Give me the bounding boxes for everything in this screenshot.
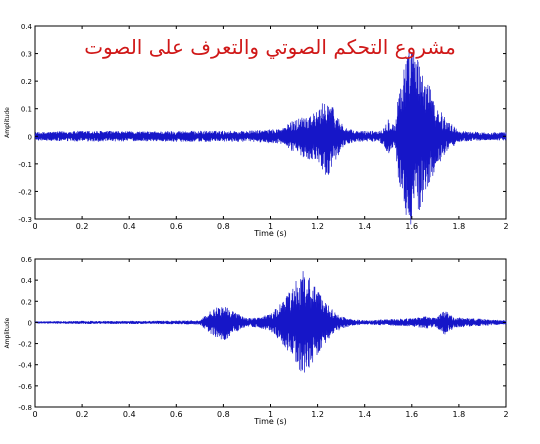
y-tick-label: 0.2 [21, 78, 32, 86]
x-tick-label: 0.2 [76, 410, 89, 419]
y-tick-label: 0.1 [21, 106, 32, 114]
x-tick-label: 0.8 [217, 222, 230, 231]
y-tick-label: -0.6 [18, 383, 32, 391]
x-tick-label: 0.8 [217, 410, 230, 419]
y-tick-label: -0.2 [18, 341, 32, 349]
y-tick-label: -0.3 [18, 216, 32, 224]
waveform-line [34, 49, 507, 225]
x-axis-label: Time (s) [253, 229, 287, 238]
x-tick-label: 0.4 [123, 410, 136, 419]
x-tick-label: 2 [503, 222, 508, 231]
y-axis-label: Amplitude [4, 317, 11, 348]
waveform-line [34, 271, 507, 373]
y-tick-label: 0.2 [21, 298, 32, 306]
plot-frame [34, 258, 507, 408]
x-tick-label: 1 [268, 410, 273, 419]
x-tick-label: 0 [32, 410, 37, 419]
figure-title: مشروع التحكم الصوتي والتعرف على الصوت [84, 35, 456, 59]
y-tick-label: 0.4 [21, 277, 33, 285]
x-tick-label: 1.6 [405, 222, 418, 231]
x-tick-label: 1.4 [358, 410, 371, 419]
y-tick-label: 0.3 [21, 51, 32, 59]
x-tick-label: 0.4 [123, 222, 136, 231]
x-tick-label: 1.6 [405, 410, 418, 419]
y-tick-label: 0 [28, 133, 32, 141]
plot-2: 0 0.2 0.4 0.6 0.8 1 1.2 1.4 1.6 1.8 2 -0.8 -0.6 -0.4 -… [4, 256, 509, 426]
plot-1: 0 0.2 0.4 0.6 0.8 1 1.2 1.4 1.6 1.8 2 -0.3 -0.2 -0.1 0… [4, 23, 509, 238]
x-tick-label: 0.6 [170, 410, 183, 419]
x-axis-label: Time (s) [253, 417, 287, 426]
y-tick-label: 0.4 [21, 23, 33, 31]
y-tick-label: -0.8 [18, 404, 32, 412]
x-tick-label: 0.6 [170, 222, 183, 231]
x-tick-label: 1.4 [358, 222, 371, 231]
y-tick-label: -0.2 [18, 188, 32, 196]
x-tick-label: 0.2 [76, 222, 89, 231]
x-tick-label: 0 [32, 222, 37, 231]
x-tick-label: 1.8 [453, 410, 466, 419]
x-tick-label: 1 [268, 222, 273, 231]
y-axis-label: Amplitude [4, 107, 11, 138]
x-tick-label: 2 [503, 410, 508, 419]
x-tick-label: 1.2 [311, 222, 324, 231]
x-tick-label: 1.2 [311, 410, 324, 419]
y-tick-label: -0.1 [18, 161, 32, 169]
y-tick-label: -0.4 [18, 362, 32, 370]
y-tick-label: 0.6 [21, 256, 33, 264]
x-tick-label: 1.8 [453, 222, 466, 231]
y-tick-label: 0 [28, 319, 32, 327]
